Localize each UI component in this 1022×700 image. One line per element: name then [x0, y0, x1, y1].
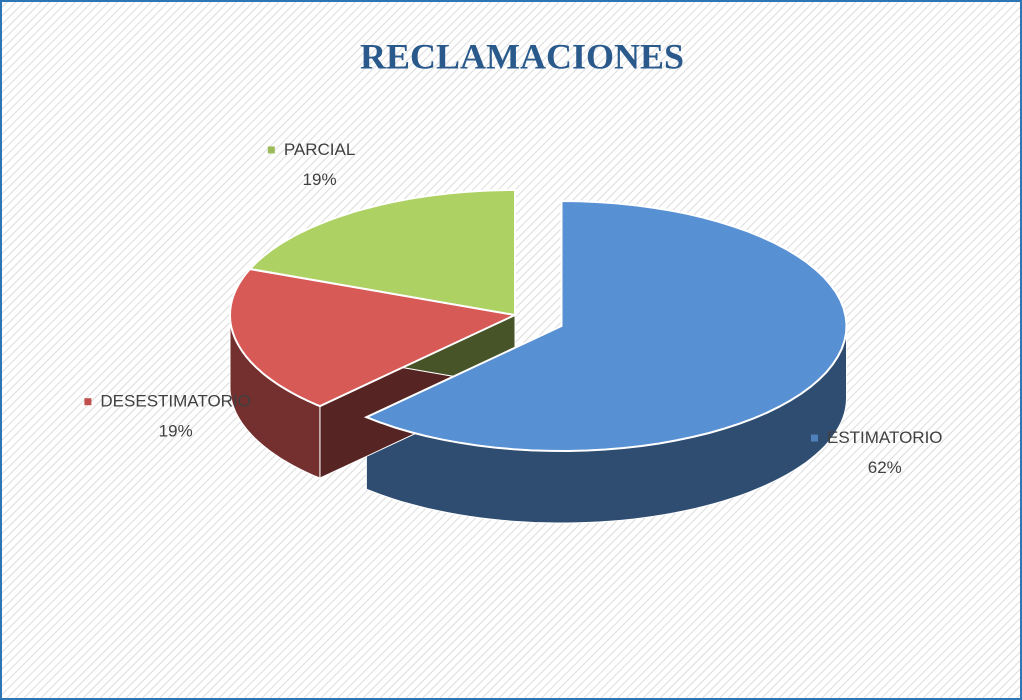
- slice-label: ESTIMATORIO: [827, 428, 943, 447]
- legend-key: [84, 398, 92, 406]
- slice: [363, 199, 848, 453]
- legend-key: [267, 146, 275, 154]
- chart-title: RECLAMACIONES: [360, 36, 684, 76]
- slice-label: DESESTIMATORIO: [100, 392, 251, 411]
- legend-key: [810, 434, 818, 442]
- slice-label: PARCIAL: [284, 140, 356, 159]
- pie: [228, 189, 848, 524]
- value-label: 62%: [868, 458, 902, 477]
- slice: [247, 189, 516, 317]
- value-label: 19%: [303, 170, 337, 189]
- value-label: 19%: [159, 422, 193, 441]
